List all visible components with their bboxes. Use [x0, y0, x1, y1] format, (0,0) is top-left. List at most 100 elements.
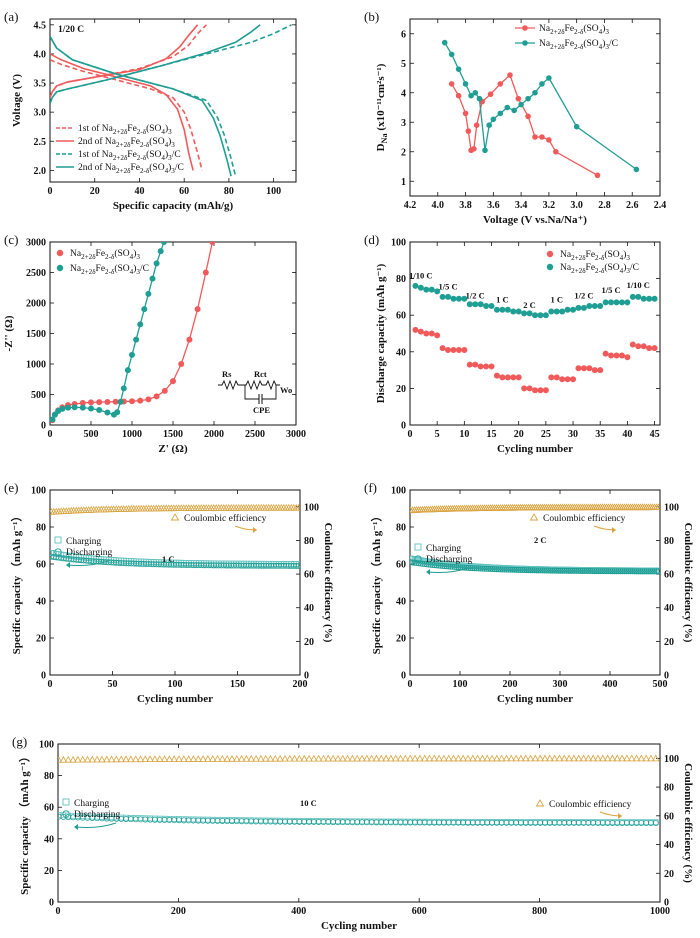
data-point [618, 754, 626, 762]
cpe-symbol [258, 394, 263, 404]
data-point [450, 295, 457, 302]
data-point [575, 567, 582, 574]
data-point [473, 122, 480, 128]
circuit-label-wo: Wo [280, 385, 292, 395]
data-point [521, 385, 528, 392]
data-point [561, 567, 568, 574]
data-point [487, 91, 494, 98]
data-point [555, 754, 564, 762]
legend-entry: Na2+2δFe2-δ(SO4)3/C [70, 263, 149, 276]
data-point [542, 312, 549, 319]
legend-entry-discharge: Discharging [66, 548, 113, 558]
y-tick-label: 4.0 [34, 49, 47, 60]
x-tick-label: 2.4 [654, 200, 667, 211]
x-tick-label: 3.8 [459, 200, 472, 211]
data-point [631, 568, 638, 575]
data-point [541, 754, 549, 762]
data-point [103, 755, 111, 763]
y-tick-label: 0 [41, 421, 46, 432]
data-point [642, 754, 650, 762]
x-tick-label: 3.6 [487, 200, 500, 211]
circuit-wire [244, 385, 277, 400]
data-point [637, 568, 644, 575]
x-axis-title: Cycling number [497, 443, 573, 455]
data-point [377, 754, 385, 762]
y-tick-label: 1000 [26, 360, 46, 371]
y2-axis-title: Coulombic efficiency (%) [682, 523, 694, 643]
data-point [482, 147, 488, 154]
y-axis-title: Specific capacity （mAh g⁻¹） [18, 751, 31, 895]
panel-label: (b) [364, 9, 379, 24]
data-point [202, 269, 209, 276]
rate-label: 1 C [550, 294, 563, 304]
legend-entry: Na2+2δFe2-δ(SO4)3 [70, 248, 140, 261]
data-point [423, 561, 430, 568]
y-tick-label: 100 [391, 238, 406, 249]
data-point [465, 564, 472, 571]
y-tick-label: 500 [31, 390, 46, 401]
data-point [469, 754, 477, 762]
x-axis-title: Cycling number [497, 693, 573, 705]
data-point [488, 754, 496, 762]
panel-label: (c) [4, 232, 18, 247]
data-point [487, 565, 494, 572]
series-ce [410, 503, 660, 514]
data-point [412, 326, 419, 333]
data-point [517, 754, 525, 762]
data-point [603, 568, 610, 575]
data-point [449, 754, 458, 762]
data-point [382, 754, 390, 762]
data-point [575, 754, 583, 762]
data-point [117, 755, 125, 763]
data-point [523, 567, 530, 574]
series-discharge [50, 553, 300, 569]
data-point [431, 562, 438, 569]
data-point [124, 367, 131, 374]
data-point [629, 293, 636, 300]
data-point [653, 568, 660, 575]
y-tick-label: 60 [36, 560, 46, 571]
data-point [510, 308, 517, 315]
data-point [88, 755, 96, 763]
x-tick-label: 400 [603, 679, 618, 690]
data-point [488, 303, 495, 310]
legend-marker-discharge [414, 555, 422, 563]
data-point [266, 754, 275, 762]
data-point [607, 568, 614, 575]
x-tick-label: 0 [408, 429, 413, 440]
data-point [59, 755, 68, 763]
data-point [641, 568, 648, 575]
rate-label: 1/10 C [409, 271, 432, 281]
x-tick-label: 1000 [122, 429, 142, 440]
data-point [495, 566, 502, 573]
x-tick-label: 100 [266, 186, 281, 197]
legend-arrowhead-cap [74, 824, 78, 830]
data-point [589, 754, 597, 762]
x-axis-title: Cycling number [137, 693, 213, 705]
data-point [358, 754, 366, 762]
y-axis-title: Specific capacity （mAh g⁻¹） [370, 511, 383, 655]
data-point [646, 295, 653, 302]
data-point [505, 566, 512, 573]
y-tick-label: 4.5 [34, 20, 47, 31]
data-point [74, 755, 82, 763]
legend-entry: 1st of Na2+2δFe2-δ(SO4)3/C [78, 149, 181, 162]
data-point [493, 372, 500, 379]
data-point [445, 293, 452, 300]
equivalent-circuit: Rs Rct CPE Wo [218, 369, 292, 415]
data-point [79, 400, 86, 407]
data-point [120, 385, 127, 392]
data-point [579, 567, 586, 574]
data-point [546, 754, 554, 762]
data-point [98, 755, 106, 763]
x-tick-label: 0 [48, 186, 53, 197]
x-tick-label: 200 [503, 679, 518, 690]
y-tick-label: 20 [396, 634, 406, 645]
legend-marker [546, 263, 554, 271]
data-point [104, 398, 111, 405]
data-point [529, 567, 536, 574]
data-point [599, 568, 606, 575]
data-point [640, 343, 647, 350]
data-point [651, 345, 658, 352]
data-point [542, 387, 549, 394]
